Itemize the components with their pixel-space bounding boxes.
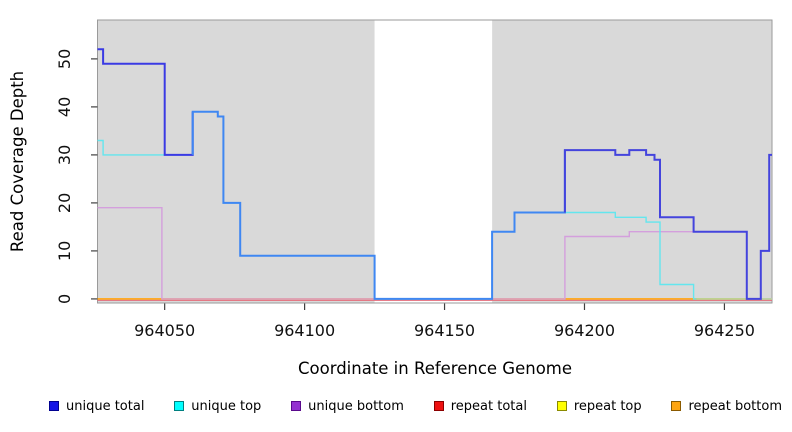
legend-item-repeat-bottom: repeat bottom (671, 400, 782, 413)
legend-label: unique bottom (308, 398, 404, 414)
legend-swatch-icon (49, 401, 59, 411)
y-tick-label: 40 (55, 97, 74, 117)
legend-item-repeat-total: repeat total (433, 398, 527, 414)
y-tick-label: 20 (55, 193, 74, 213)
y-tick-label: 10 (55, 241, 74, 261)
legend-label: repeat top (573, 398, 642, 414)
series-lines (97, 48, 772, 301)
x-tick-label: 964150 (414, 321, 475, 340)
legend-item-repeat-top: repeat top (556, 398, 642, 414)
legend-swatch-icon (174, 401, 185, 411)
y-tick-label: 30 (55, 145, 74, 165)
chart-legend: unique total unique top unique bottom repea… (49, 397, 782, 415)
x-tick-label: 964250 (694, 321, 755, 340)
y-tick-label: 0 (55, 294, 74, 304)
legend-item-unique-bottom: unique bottom (291, 400, 404, 413)
legend-label: unique total (66, 398, 145, 414)
legend-label: repeat total (450, 398, 527, 414)
legend-swatch-icon (433, 401, 444, 411)
legend-item-unique-top: unique top (174, 400, 261, 413)
legend-swatch-icon (291, 401, 302, 411)
legend-item-unique-total: unique total (49, 400, 144, 413)
legend-label: repeat bottom (688, 398, 782, 414)
y-tick-label: 50 (55, 49, 74, 69)
x-tick-label: 964100 (274, 321, 335, 340)
legend-swatch-icon (671, 401, 682, 411)
x-tick-label: 964050 (134, 321, 195, 340)
series-line-unique-total (563, 149, 772, 300)
x-tick-label: 964200 (554, 321, 615, 340)
legend-swatch-icon (556, 401, 567, 411)
gap-region (374, 20, 493, 303)
series-line-unique-total (191, 110, 566, 300)
y-axis-title: Read Coverage Depth (8, 71, 27, 252)
x-axis-title: Coordinate in Reference Genome (298, 359, 572, 378)
legend-label: unique top (191, 398, 262, 414)
